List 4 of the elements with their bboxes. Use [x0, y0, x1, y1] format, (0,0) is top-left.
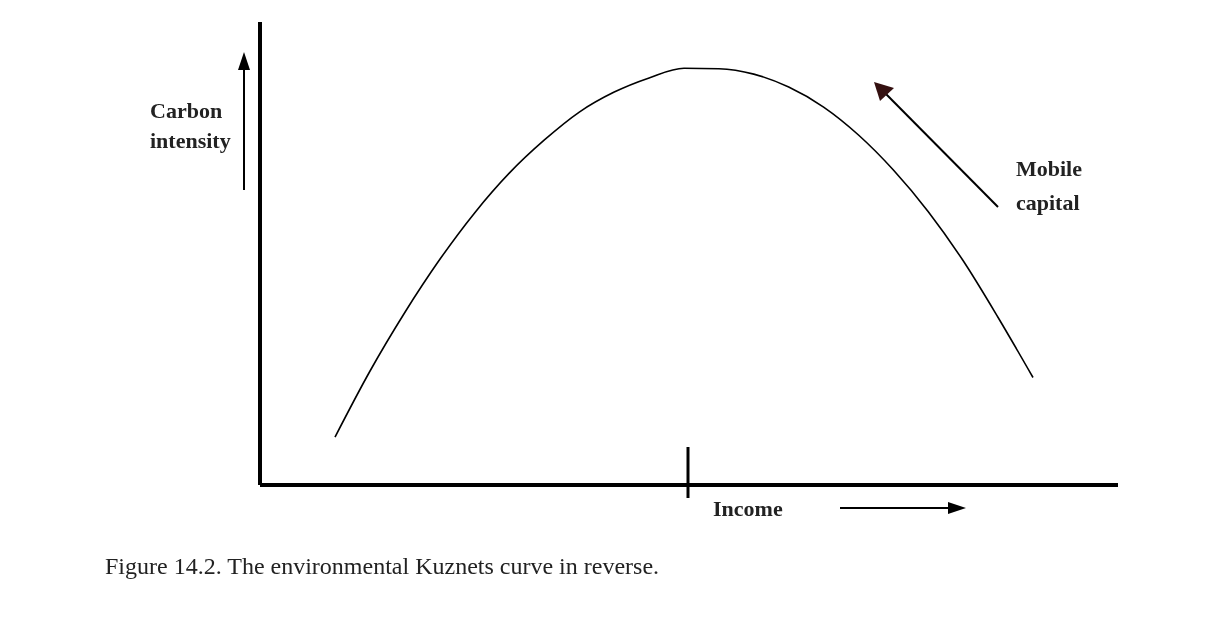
annotation: Mobile capital — [1016, 155, 1083, 217]
y-axis-title: Carbon intensity — [150, 97, 232, 155]
x-axis-title: Income — [713, 496, 783, 522]
caption: Figure 14.2. The environmental Kuznets curve in reverse. — [105, 553, 660, 580]
